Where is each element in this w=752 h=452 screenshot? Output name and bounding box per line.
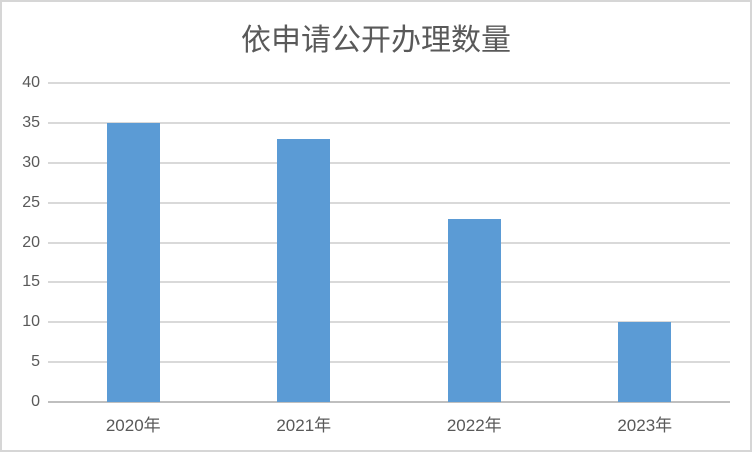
gridline-5 [48, 361, 730, 364]
gridline-20 [48, 241, 730, 244]
y-axis-label-15: 15 [22, 273, 40, 291]
bar-2020年 [106, 123, 160, 402]
bar-2021年 [277, 139, 331, 402]
x-axis-label-2022年: 2022年 [446, 416, 502, 435]
y-axis-label-0: 0 [31, 393, 40, 410]
y-axis-label-25: 25 [22, 193, 40, 211]
gridline-25 [48, 201, 730, 204]
gridline-35 [48, 121, 730, 124]
y-axis-label-5: 5 [31, 353, 40, 371]
plot-area [48, 82, 730, 403]
bar-2023年 [618, 322, 672, 402]
gridline-15 [48, 281, 730, 284]
x-axis-label-2023年: 2023年 [617, 416, 673, 435]
y-axis-label-40: 40 [22, 74, 40, 91]
x-axis-line [48, 401, 730, 403]
gridline-30 [48, 161, 730, 164]
x-axis-label-2020年: 2020年 [105, 416, 161, 435]
y-axis-label-10: 10 [22, 313, 40, 331]
chart-title: 依申请公开办理数量 [241, 24, 511, 57]
gridline-10 [48, 321, 730, 324]
y-axis-label-35: 35 [22, 113, 40, 131]
gridline-40 [48, 82, 730, 84]
x-axis-label-2021年: 2021年 [276, 416, 332, 435]
y-axis-label-30: 30 [22, 153, 40, 171]
bar-2022年 [447, 219, 501, 402]
y-axis-label-20: 20 [22, 233, 40, 251]
